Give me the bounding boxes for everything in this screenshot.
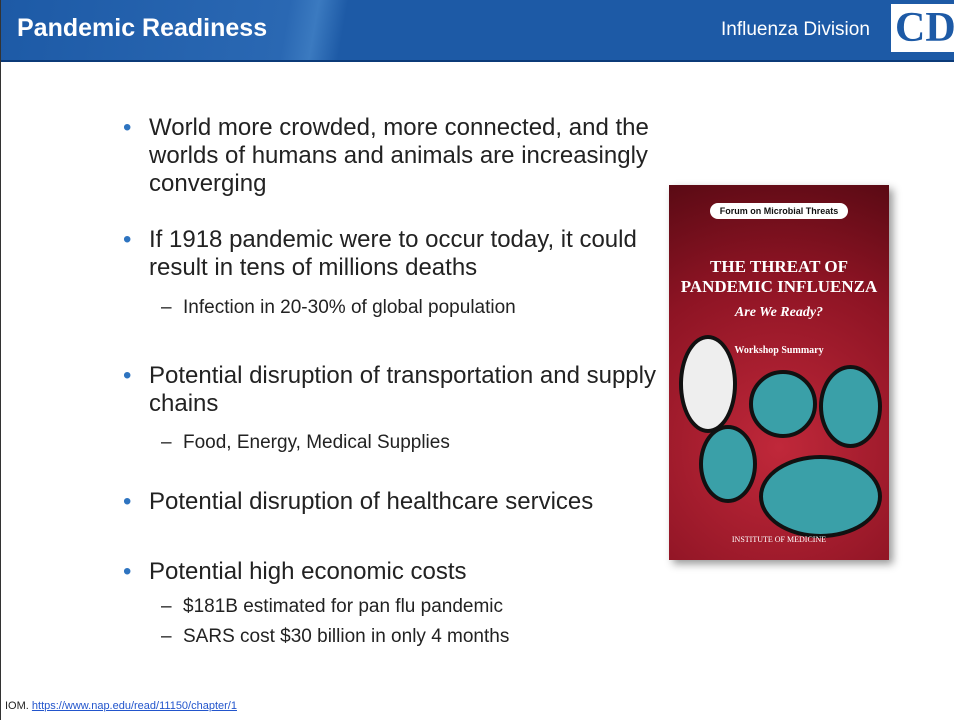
bullet: If 1918 pandemic were to occur today, it… xyxy=(123,226,659,282)
footer-link[interactable]: https://www.nap.edu/read/11150/chapter/1 xyxy=(31,700,237,712)
header-bar xyxy=(1,0,954,60)
cell xyxy=(749,370,817,438)
bullet: Potential disruption of healthcare servi… xyxy=(123,488,659,516)
cell xyxy=(679,335,737,433)
sub-bullet: $181B estimated for pan flu pandemic xyxy=(161,592,663,622)
bullet: World more crowded, more connected, and … xyxy=(123,114,659,198)
book-publisher: INSTITUTE OF MEDICINE xyxy=(731,535,827,544)
footer-source: IOM. xyxy=(5,700,29,712)
cell xyxy=(759,455,882,538)
sub-bullet: SARS cost $30 billion in only 4 months xyxy=(161,622,663,652)
header-line xyxy=(1,60,954,62)
cell xyxy=(819,365,882,448)
book-cover: Forum on Microbial Threats THE THREAT OF… xyxy=(669,185,889,560)
bullet: Potential disruption of transportation a… xyxy=(123,362,659,418)
cell xyxy=(699,425,757,503)
book-title: THE THREAT OF PANDEMIC INFLUENZA xyxy=(680,257,878,296)
footer: IOM. https://www.nap.edu/read/11150/chap… xyxy=(5,700,237,712)
title: Pandemic Readiness xyxy=(17,14,268,42)
bullet: Potential high economic costs xyxy=(123,558,659,586)
book-kind: Workshop Summary xyxy=(734,345,824,356)
division: Influenza Division xyxy=(721,19,870,40)
sub-bullet: Food, Energy, Medical Supplies xyxy=(161,428,663,458)
book-series: Forum on Microbial Threats xyxy=(709,203,849,219)
sub-bullet: Infection in 20-30% of global population xyxy=(161,293,663,323)
logo: CDC xyxy=(891,4,954,52)
book-subtitle: Are We Ready? xyxy=(734,305,824,320)
